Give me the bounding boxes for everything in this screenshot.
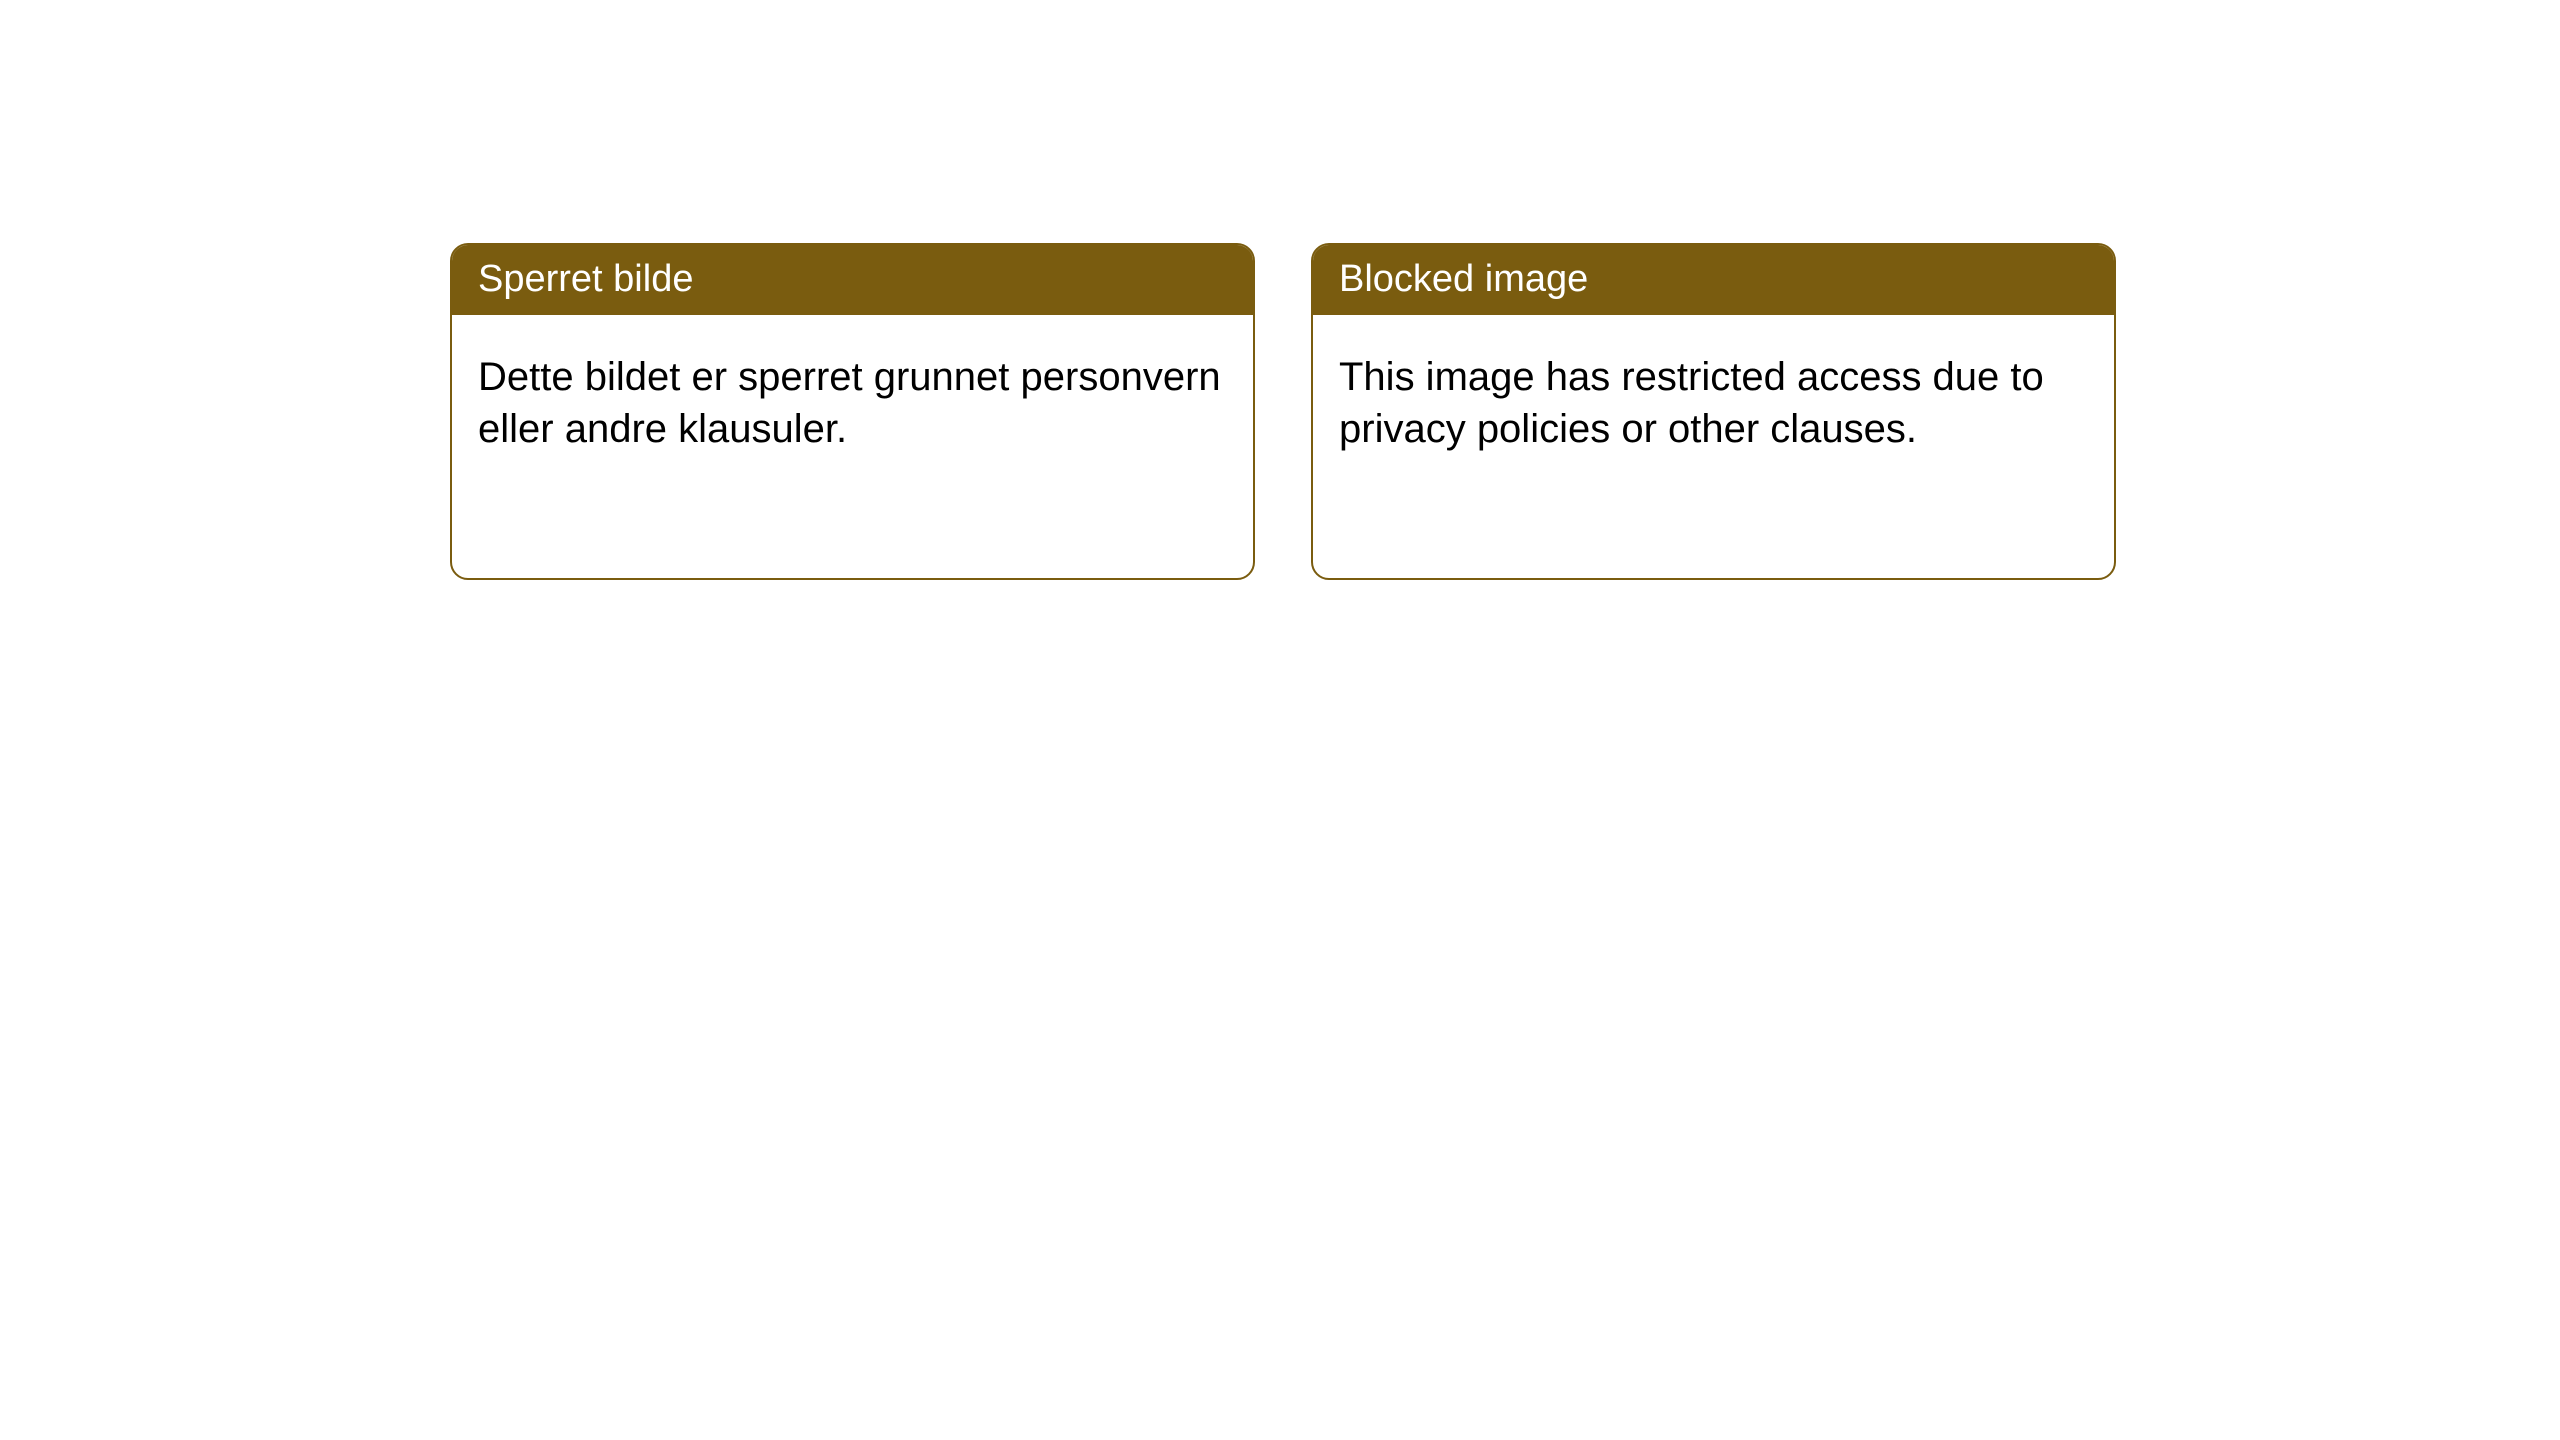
card-body: This image has restricted access due to … xyxy=(1313,315,2114,491)
card-body-text: Dette bildet er sperret grunnet personve… xyxy=(478,355,1221,451)
notice-cards-container: Sperret bilde Dette bildet er sperret gr… xyxy=(450,243,2116,580)
card-body-text: This image has restricted access due to … xyxy=(1339,355,2044,451)
card-header: Blocked image xyxy=(1313,245,2114,315)
card-title: Sperret bilde xyxy=(478,258,693,300)
card-body: Dette bildet er sperret grunnet personve… xyxy=(452,315,1253,491)
card-header: Sperret bilde xyxy=(452,245,1253,315)
notice-card-norwegian: Sperret bilde Dette bildet er sperret gr… xyxy=(450,243,1255,580)
card-title: Blocked image xyxy=(1339,258,1588,300)
notice-card-english: Blocked image This image has restricted … xyxy=(1311,243,2116,580)
